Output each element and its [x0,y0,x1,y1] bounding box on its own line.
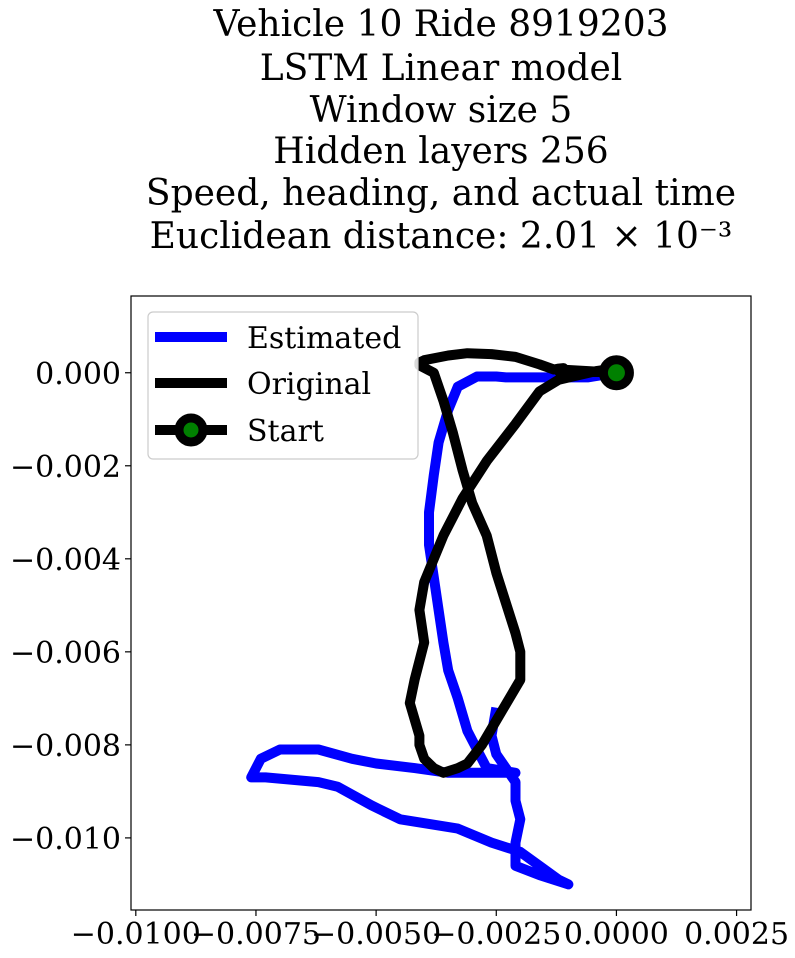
legend-label: Estimated [247,321,401,356]
y-axis: 0.000 −0.002 −0.004 −0.006 −0.008 −0.010 [10,357,131,857]
legend-start-marker [174,413,208,447]
x-tick-label: 0.0025 [684,917,789,952]
title-line: LSTM Linear model [260,48,623,89]
legend-label: Original [247,367,371,402]
y-tick-label: −0.006 [10,636,121,671]
start-marker [598,355,634,391]
y-tick-label: 0.000 [35,357,121,392]
title-line: Vehicle 10 Ride 8919203 [212,4,668,45]
x-tick-label: 0.0000 [564,917,669,952]
x-axis: −0.0100−0.0075−0.0050−0.0025 0.0000 0.0025 [71,910,789,952]
legend: Estimated Original Start [147,311,419,460]
x-tick-label: −0.0100 [71,917,201,952]
title-line: Euclidean distance: 2.01 × 10⁻³ [150,216,733,257]
y-tick-label: −0.004 [10,543,121,578]
y-tick-label: −0.002 [10,450,121,485]
legend-label: Start [247,414,324,449]
y-tick-label: −0.008 [10,729,121,764]
series-line-original [404,348,618,778]
x-tick-label: −0.0050 [311,917,441,952]
x-tick-label: −0.0025 [431,917,561,952]
title-line: Hidden layers 256 [273,131,608,172]
title-line: Speed, heading, and actual time [146,173,736,214]
series-line-estimated [246,367,618,890]
y-tick-label: −0.010 [10,822,121,857]
plot-area [246,348,634,890]
legend-box [147,311,419,460]
x-tick-label: −0.0075 [191,917,321,952]
title-line: Window size 5 [310,90,573,131]
plot-frame [130,295,752,911]
